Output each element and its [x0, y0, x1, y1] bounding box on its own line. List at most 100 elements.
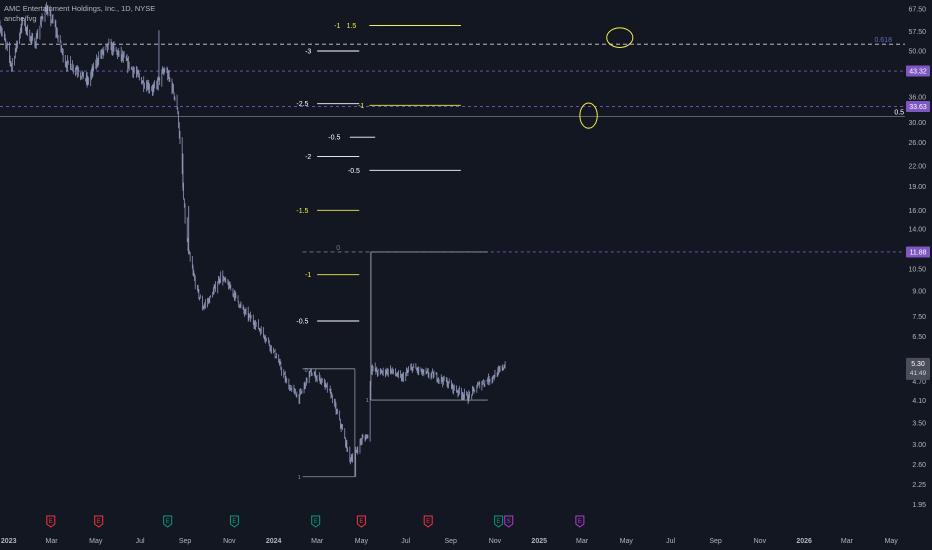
x-tick-label: 2024: [266, 538, 282, 545]
indicator-label: anche/fvg: [4, 14, 37, 23]
fib-level-label: -0.5: [328, 135, 340, 142]
fib-level-label: -3: [305, 48, 311, 55]
x-tick-label: Mar: [45, 538, 58, 545]
earnings-marker-icon: [94, 515, 104, 528]
drawing-lines-layer: 0.618 0.5 0: [0, 37, 905, 253]
fib-levels-layer: -1 1.5 -3 -1 -2.5 -0.5 -2 -0.5 -1.5 -1 -0.5: [296, 23, 461, 326]
price-tag: 43.32: [909, 69, 927, 76]
y-tick-label: 6.50: [912, 334, 926, 341]
y-tick-label: 10.50: [908, 267, 926, 274]
y-tick-label: 36.00: [908, 94, 926, 101]
y-tick-label: 30.00: [908, 120, 926, 127]
horizontal-line-label: 0.5: [894, 109, 904, 116]
x-tick-label: 2023: [1, 538, 17, 545]
y-tick-label: 1.95: [912, 502, 926, 509]
earnings-marker-label: S: [507, 519, 511, 525]
circle-top: [606, 27, 634, 48]
earnings-marker-icon: [356, 515, 366, 528]
price-tag: 33.63: [909, 104, 927, 111]
earnings-marker-label: E: [49, 519, 53, 525]
x-tick-label: Jul: [666, 538, 675, 545]
fib-level-label: -1: [358, 103, 364, 110]
y-tick-label: 2.25: [912, 482, 926, 489]
horizontal-line-label: 0.618: [874, 37, 892, 44]
last-price-bg: [906, 357, 930, 380]
circles-layer: [579, 27, 634, 129]
y-tick-label: 3.00: [912, 442, 926, 449]
x-tick-label: Nov: [489, 538, 502, 545]
range-box-bottom-label: 1: [366, 398, 369, 404]
earnings-marker-icon: [46, 515, 56, 528]
time-axis[interactable]: 2023 Mar May Jul Sep Nov 2024 Mar May Jul Sep Nov 20…: [1, 538, 898, 545]
earnings-marker-label: E: [97, 519, 101, 525]
chart-title: AMC Entertainment Holdings, Inc., 1D, NY…: [4, 4, 156, 13]
x-tick-label: Sep: [179, 538, 192, 545]
price-tag-bg: [906, 246, 930, 258]
range-box-bottom-label: 1: [298, 475, 301, 481]
y-tick-label: 14.00: [908, 226, 926, 233]
fib-level-label: -1.5: [296, 208, 308, 215]
fib-level-label: -1: [305, 272, 311, 279]
y-tick-label: 4.70: [912, 379, 926, 386]
x-tick-label: Jul: [401, 538, 410, 545]
y-tick-label: 26.00: [908, 140, 926, 147]
y-tick-label: 16.00: [908, 208, 926, 215]
earnings-marker-label: E: [497, 519, 501, 525]
fib-level-label: -0.5: [296, 319, 308, 326]
price-tag-bg: [906, 100, 930, 112]
y-tick-label: 9.00: [912, 288, 926, 295]
fib-level-label: -2.5: [296, 101, 308, 108]
y-tick-label: 2.60: [912, 462, 926, 469]
x-tick-label: Nov: [223, 538, 236, 545]
circle-mid: [579, 102, 598, 129]
earnings-marker-icon: [423, 515, 433, 528]
range-boxes-layer: 0 1 1: [298, 251, 488, 481]
x-tick-label: Mar: [311, 538, 324, 545]
y-tick-label: 57.50: [908, 29, 926, 36]
fib-level-label: 1.5: [347, 23, 357, 30]
x-tick-label: May: [355, 538, 369, 545]
earnings-marker-icon: [311, 515, 321, 528]
earnings-marker-label: E: [359, 519, 363, 525]
range-box-top-label: 0: [305, 368, 308, 374]
x-tick-label: Sep: [709, 538, 722, 545]
earnings-marker-label: E: [166, 519, 170, 525]
x-tick-label: May: [885, 538, 899, 545]
x-tick-label: May: [89, 538, 103, 545]
x-tick-label: Jul: [136, 538, 145, 545]
y-tick-label: 50.00: [908, 48, 926, 55]
earnings-marker-icon: [575, 515, 585, 528]
fib-level-label: -1: [334, 23, 340, 30]
x-tick-label: Sep: [444, 538, 457, 545]
last-price-countdown: 41:49: [910, 370, 927, 377]
y-tick-label: 3.50: [912, 420, 926, 427]
price-tag: 11.88: [910, 249, 927, 256]
fib-level-label: -2: [305, 154, 311, 161]
earnings-marker-label: E: [232, 519, 236, 525]
y-tick-label: 19.00: [908, 184, 926, 191]
earnings-marker-label: E: [578, 519, 582, 525]
x-tick-label: Nov: [754, 538, 767, 545]
y-tick-label: 22.00: [908, 163, 926, 170]
earnings-marker-icon: [229, 515, 239, 528]
price-axis[interactable]: 67.50 57.50 50.00 36.00 30.00 26.00 22.00 19.00…: [906, 7, 930, 510]
earnings-marker-label: E: [426, 519, 430, 525]
last-price-label: 5.30: [911, 361, 925, 368]
horizontal-line-label: 0: [336, 245, 340, 252]
y-tick-label: 67.50: [908, 7, 926, 14]
fib-level-label: -0.5: [348, 168, 360, 175]
earnings-marker-icon: [494, 515, 504, 528]
x-tick-label: May: [620, 538, 634, 545]
earnings-marker-icon: [504, 515, 514, 528]
x-tick-label: Mar: [576, 538, 589, 545]
price-tag-bg: [906, 65, 930, 77]
candles-layer: [0, 2, 506, 477]
y-tick-label: 7.50: [912, 314, 926, 321]
y-tick-label: 4.10: [912, 398, 926, 405]
x-tick-label: 2025: [531, 538, 547, 545]
earnings-marker-label: E: [314, 519, 318, 525]
x-tick-label: 2026: [796, 538, 812, 545]
x-tick-label: Mar: [841, 538, 854, 545]
